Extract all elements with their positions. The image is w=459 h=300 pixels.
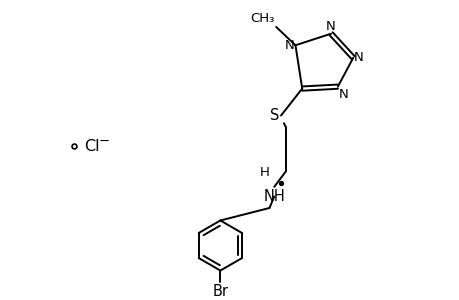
Text: Br: Br: [212, 284, 228, 299]
Text: CH₃: CH₃: [249, 12, 274, 25]
Text: N: N: [325, 20, 335, 33]
Text: S: S: [269, 108, 279, 123]
Text: N: N: [338, 88, 348, 100]
Text: −: −: [99, 135, 110, 148]
Text: N: N: [353, 51, 363, 64]
Text: N: N: [284, 39, 294, 52]
Text: Cl: Cl: [84, 139, 100, 154]
Text: H: H: [259, 166, 269, 179]
Text: NH: NH: [263, 189, 285, 204]
